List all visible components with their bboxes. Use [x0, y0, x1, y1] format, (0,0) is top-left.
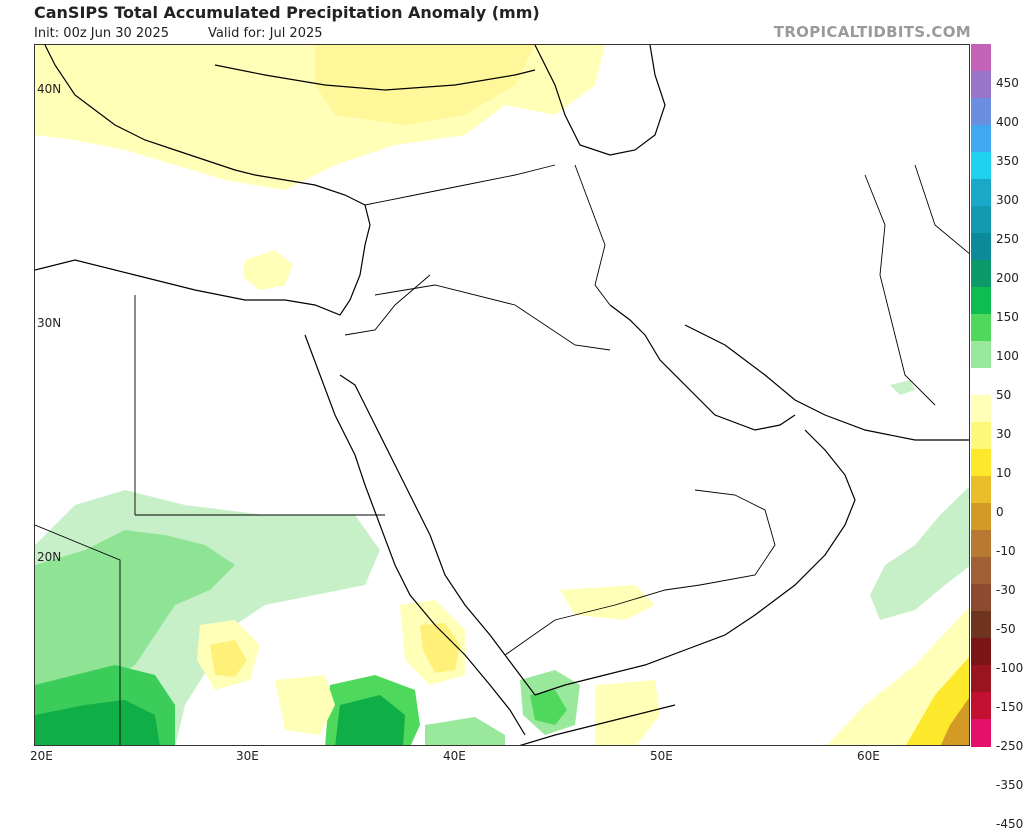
colorbar-tick-label: 100	[996, 349, 1019, 363]
wet-area-ethiopia-core	[335, 695, 405, 745]
colorbar-tick-label: 300	[996, 193, 1019, 207]
wet-area-sahel-mid	[35, 530, 235, 695]
init-time: Init: 00z Jun 30 2025	[34, 26, 169, 41]
colorbar-segment	[971, 503, 991, 531]
colorbar-segment	[971, 368, 991, 396]
wet-area-sahel-deep	[35, 700, 160, 745]
libya-chad-border	[35, 524, 121, 745]
colorbar-segment	[971, 611, 991, 639]
dry-area-eritrea-core	[420, 623, 460, 673]
colorbar-tick-label: 350	[996, 154, 1019, 168]
anomaly-shading	[35, 45, 969, 745]
colorbar-tick-label: 150	[996, 310, 1019, 324]
colorbar-tick-label: -10	[996, 544, 1016, 558]
mediterranean-coast	[35, 45, 371, 316]
iran-afghanistan-border	[864, 174, 936, 406]
colorbar-tick-label: 400	[996, 115, 1019, 129]
colorbar-segment	[971, 98, 991, 126]
colorbar-segment	[971, 125, 991, 153]
colorbar-tick-label: 250	[996, 232, 1019, 246]
caspian-coast	[534, 45, 666, 156]
lat-label-30n: 30N	[37, 316, 62, 330]
iran-iraq-border	[574, 164, 611, 306]
colorbar-segment	[971, 314, 991, 342]
wet-area-iran	[890, 380, 915, 395]
colorbar-tick-label: 30	[996, 427, 1012, 441]
map-panel: 40N 30N 20N	[34, 44, 970, 746]
lat-label-40n: 40N	[37, 82, 62, 96]
saudi-jordan-border	[344, 274, 431, 336]
colorbar-segment	[971, 71, 991, 99]
colorbar-segment	[971, 530, 991, 558]
colorbar-tick-label: -100	[996, 661, 1024, 675]
turkey-syria-border	[364, 164, 556, 206]
colorbar-segment	[971, 665, 991, 693]
red-sea-east-coast	[339, 374, 536, 696]
colorbar-segment	[971, 341, 991, 369]
red-sea-west-coast	[304, 334, 526, 736]
colorbar	[971, 44, 991, 747]
somalia-coast	[519, 704, 676, 745]
wet-area-arabian-sea	[870, 486, 969, 620]
colorbar-tick-label: -30	[996, 583, 1016, 597]
saudi-oman-border	[694, 489, 776, 586]
dry-area-south-arabia	[560, 585, 655, 620]
lon-label-20e: 20E	[30, 749, 53, 763]
brand-watermark: TROPICALTIDBITS.COM	[773, 23, 971, 41]
colorbar-tick-label: -450	[996, 817, 1024, 831]
wet-area-yemen-core	[530, 690, 567, 725]
colorbar-segment	[971, 260, 991, 288]
colorbar-segment	[971, 287, 991, 315]
borders	[35, 164, 969, 745]
iran-south-coast	[684, 324, 969, 441]
colorbar-segment	[971, 719, 991, 747]
lat-label-20n: 20N	[37, 550, 62, 564]
valid-time: Valid for: Jul 2025	[208, 26, 323, 41]
colorbar-tick-label: 50	[996, 388, 1012, 402]
colorbar-tick-label: -350	[996, 778, 1024, 792]
lon-label-50e: 50E	[650, 749, 673, 763]
colorbar-segment	[971, 179, 991, 207]
colorbar-segment	[971, 557, 991, 585]
colorbar-segment	[971, 206, 991, 234]
colorbar-segment	[971, 476, 991, 504]
dry-area-turkey-core	[315, 45, 535, 125]
colorbar-tick-label: 10	[996, 466, 1012, 480]
chart-title: CanSIPS Total Accumulated Precipitation …	[34, 3, 540, 22]
colorbar-tick-label: -50	[996, 622, 1016, 636]
colorbar-tick-label: -250	[996, 739, 1024, 753]
saudi-yemen-border	[504, 584, 701, 656]
wet-area-east-africa	[425, 717, 505, 745]
map-svg	[35, 45, 969, 745]
lon-label-30e: 30E	[236, 749, 259, 763]
colorbar-tick-label: 450	[996, 76, 1019, 90]
colorbar-segment	[971, 152, 991, 180]
afghanistan-pakistan-border	[914, 164, 969, 254]
turkey-black-sea-coast	[214, 64, 536, 91]
colorbar-segment	[971, 233, 991, 261]
colorbar-tick-label: 0	[996, 505, 1004, 519]
colorbar-segment	[971, 422, 991, 450]
dry-area-sudan-b	[275, 675, 335, 735]
dry-area-somalia	[595, 680, 660, 745]
lon-label-40e: 40E	[443, 749, 466, 763]
dry-area-sudan-core	[210, 640, 247, 677]
colorbar-tick-label: 200	[996, 271, 1019, 285]
lon-label-60e: 60E	[857, 749, 880, 763]
colorbar-segment	[971, 638, 991, 666]
persian-gulf-coast	[609, 304, 796, 431]
colorbar-segment	[971, 44, 991, 72]
colorbar-segment	[971, 692, 991, 720]
dry-area-se-wedge-3	[940, 697, 969, 745]
colorbar-segment	[971, 395, 991, 423]
coastlines	[35, 45, 969, 745]
colorbar-segment	[971, 584, 991, 612]
saudi-iraq-border	[374, 284, 611, 351]
colorbar-tick-label: -150	[996, 700, 1024, 714]
dry-area-levant	[243, 250, 293, 290]
colorbar-segment	[971, 449, 991, 477]
arabia-south-coast	[534, 429, 856, 696]
